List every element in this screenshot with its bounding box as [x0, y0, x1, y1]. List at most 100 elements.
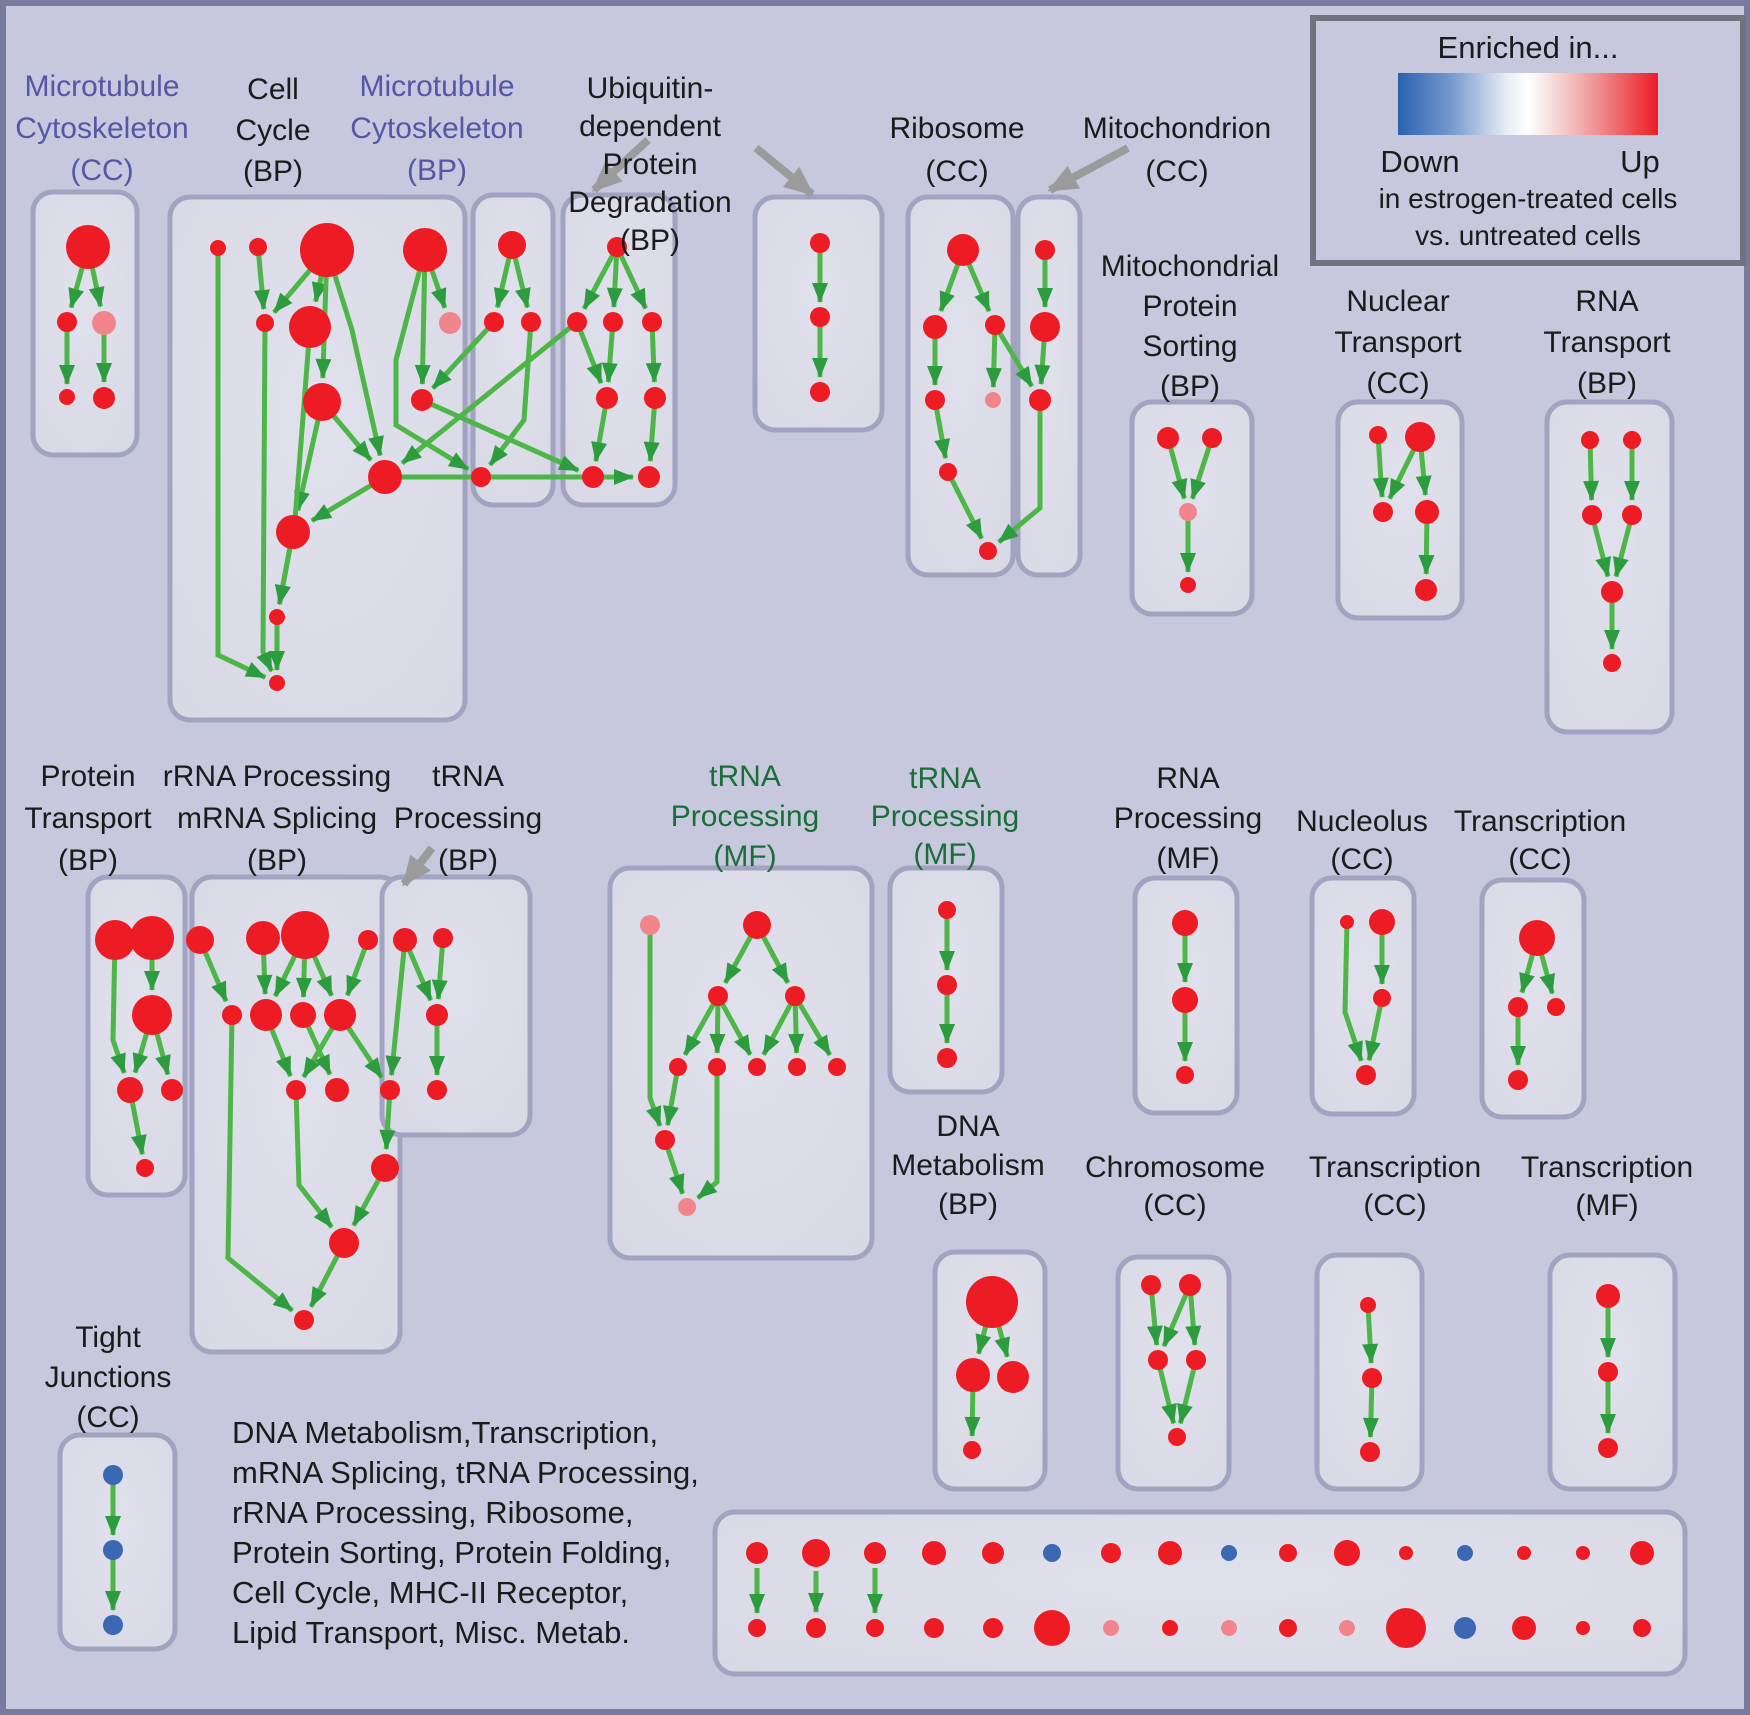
- go-term-node-u3: [603, 312, 623, 332]
- cluster-box-2: [470, 192, 556, 508]
- legend-box: [1310, 15, 1746, 266]
- strip-node-top-15: [1630, 1541, 1654, 1565]
- edge-g6-g11: [696, 1067, 720, 1200]
- cluster-box-9: [1544, 399, 1675, 735]
- strip-node-bottom-9: [1279, 1619, 1297, 1637]
- go-term-node-g9: [828, 1058, 846, 1076]
- edge-t2-t3: [431, 937, 448, 1001]
- go-term-node-b6: [939, 463, 957, 481]
- edge-q5-q13: [225, 1014, 294, 1313]
- cluster-label-protein-transport-bp: Protein Transport (BP): [24, 760, 152, 877]
- edge-l1-l4: [1342, 921, 1364, 1062]
- go-term-node-c13: [269, 675, 285, 691]
- go-term-node-c10: [368, 460, 402, 494]
- go-term-node-b7: [979, 542, 997, 560]
- go-term-node-u1: [607, 237, 627, 257]
- go-term-node-b5: [985, 392, 1001, 408]
- go-term-node-u4: [642, 312, 662, 332]
- go-term-node-c4: [403, 228, 447, 272]
- strip-node-bottom-10: [1339, 1620, 1355, 1636]
- go-term-node-na1: [1369, 426, 1387, 444]
- strip-node-top-12: [1457, 1545, 1473, 1561]
- edge-g3-g7: [715, 994, 753, 1056]
- edge-b6-b7: [945, 470, 984, 540]
- go-term-node-s3: [1179, 503, 1197, 521]
- go-term-node-u6: [644, 387, 666, 409]
- edge-u1-u2: [581, 245, 620, 310]
- edge-c4-n4: [393, 249, 470, 472]
- go-term-node-w3: [1176, 1066, 1194, 1084]
- cluster-label-microtubule-cytoskeleton-bp: Microtubule Cytoskeleton (BP): [350, 70, 523, 187]
- strip-node-bottom-15: [1633, 1619, 1651, 1637]
- go-term-node-na4: [1415, 500, 1439, 524]
- go-term-node-b4: [925, 390, 945, 410]
- legend-title: Enriched in...: [1438, 30, 1619, 65]
- go-term-node-ra6: [1603, 654, 1621, 672]
- go-term-node-ra1: [1581, 431, 1599, 449]
- cluster-box-16: [1309, 875, 1417, 1117]
- go-term-node-w2: [1172, 987, 1198, 1013]
- edge-g1-g10: [646, 925, 663, 1127]
- go-term-node-j2: [103, 1540, 123, 1560]
- cluster-label-rna-processing-mf: RNA Processing (MF): [1114, 762, 1262, 875]
- go-term-node-p4: [117, 1077, 143, 1103]
- go-term-node-c5: [256, 314, 274, 332]
- strip-node-top-11: [1399, 1546, 1413, 1560]
- go-term-node-q3: [281, 911, 329, 959]
- strip-node-top-1: [802, 1539, 830, 1567]
- go-term-node-z3: [1598, 1438, 1618, 1458]
- strip-node-top-3: [922, 1541, 946, 1565]
- go-term-node-b1: [947, 234, 979, 266]
- go-term-node-e5: [1168, 1428, 1186, 1446]
- strip-node-bottom-2: [866, 1619, 884, 1637]
- go-term-node-g8: [788, 1058, 806, 1076]
- go-term-node-b2: [923, 315, 947, 339]
- cluster-box-17: [1479, 877, 1587, 1120]
- legend-down-label: Down: [1380, 144, 1459, 179]
- edge-e4-e5: [1177, 1359, 1199, 1425]
- go-term-node-b3: [985, 315, 1005, 335]
- go-term-node-t5: [427, 1080, 447, 1100]
- cluster-label-trna-processing-mf-2: tRNA Processing (MF): [871, 762, 1019, 871]
- go-term-node-q11: [371, 1154, 399, 1182]
- go-term-node-e4: [1186, 1350, 1206, 1370]
- go-term-node-c11: [276, 515, 310, 549]
- go-term-node-y1: [1360, 1297, 1376, 1313]
- go-term-node-q4: [358, 930, 378, 950]
- go-term-node-g3: [708, 986, 728, 1006]
- strip-node-top-7: [1158, 1541, 1182, 1565]
- cluster-label-mitochondrial-protein-sorting-bp: Mitochondrial Protein Sorting (BP): [1101, 250, 1279, 403]
- go-term-node-ra2: [1623, 431, 1641, 449]
- go-term-node-e2: [1179, 1274, 1201, 1296]
- strip-node-bottom-3: [924, 1618, 944, 1638]
- edge-n2-c8: [431, 320, 496, 390]
- cluster-box-13: [607, 865, 875, 1261]
- strip-node-bottom-5: [1034, 1610, 1070, 1646]
- edge-ra1-ra3: [1583, 439, 1600, 502]
- edge-u1-u4: [614, 245, 648, 310]
- go-term-node-c12: [269, 609, 285, 625]
- go-term-node-p3: [132, 995, 172, 1035]
- go-term-node-v3: [810, 382, 830, 402]
- callout-arrow-icon-0: [591, 137, 651, 193]
- go-term-node-x4: [1508, 1070, 1528, 1090]
- cluster-label-rna-transport-bp: RNA Transport (BP): [1543, 285, 1671, 400]
- go-term-node-h2: [937, 975, 957, 995]
- strip-node-top-0: [746, 1542, 768, 1564]
- cluster-label-rrna-processing-mrna-splicing-bp: rRNA Processing mRNA Splicing (BP): [163, 760, 391, 877]
- cluster-label-chromosome-cc: Chromosome (CC): [1085, 1151, 1265, 1222]
- edge-ra4-ra5: [1613, 514, 1635, 578]
- strip-node-top-8: [1221, 1545, 1237, 1561]
- go-term-node-l4: [1356, 1065, 1376, 1085]
- go-term-node-q8: [324, 999, 356, 1031]
- go-term-node-z1: [1596, 1284, 1620, 1308]
- cluster-label-transcription-cc-mid: Transcription (CC): [1454, 805, 1626, 876]
- edge-t1-t4: [385, 939, 408, 1077]
- go-term-node-k4: [59, 389, 75, 405]
- strip-node-bottom-13: [1512, 1616, 1536, 1640]
- go-term-node-g4: [785, 986, 805, 1006]
- go-term-node-p5: [161, 1079, 183, 1101]
- strip-node-bottom-6: [1103, 1620, 1119, 1636]
